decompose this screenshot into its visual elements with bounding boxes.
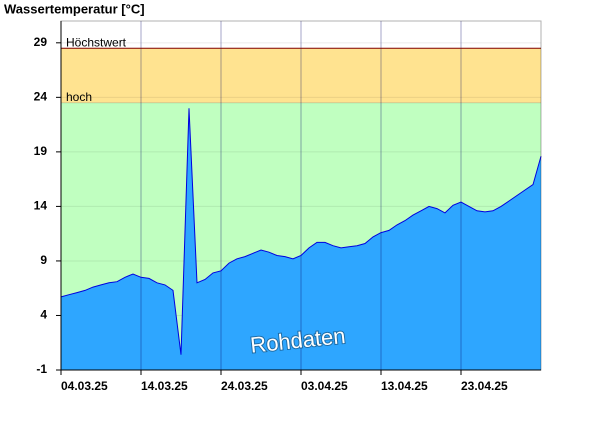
x-tick-label: 13.04.25 — [381, 379, 428, 393]
x-tick-label: 24.03.25 — [221, 379, 268, 393]
line — [60, 108, 542, 355]
threshold-label: Höchstwert — [66, 35, 127, 49]
x-tick-label: 14.03.25 — [141, 379, 188, 393]
x-tick-label: 23.04.25 — [461, 379, 508, 393]
y-tick-label: 29 — [34, 35, 48, 49]
y-tick-label: 19 — [34, 144, 48, 158]
threshold-band — [61, 48, 541, 103]
area — [61, 108, 541, 371]
y-tick-label: 4 — [40, 308, 47, 322]
chart-title: Wassertemperatur [°C] — [4, 1, 145, 16]
y-tick-label: -1 — [36, 362, 47, 376]
y-tick-label: 14 — [34, 199, 48, 213]
y-tick-label: 24 — [34, 90, 48, 104]
threshold-label: hoch — [66, 90, 92, 104]
x-tick-label: 04.03.25 — [61, 379, 108, 393]
x-tick-label: 03.04.25 — [301, 379, 348, 393]
y-tick-label: 9 — [40, 253, 47, 267]
